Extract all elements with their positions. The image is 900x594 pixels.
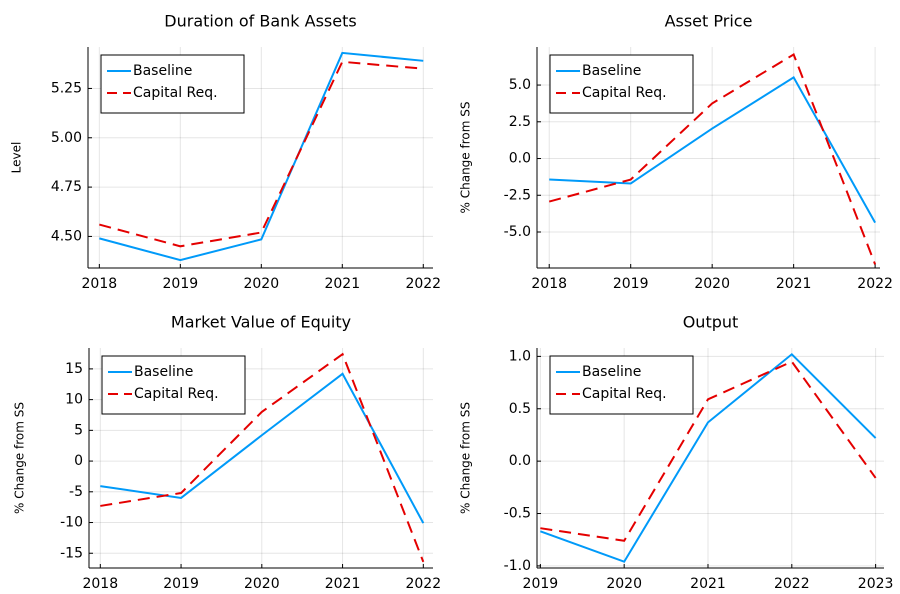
chart-title: Output — [683, 313, 739, 332]
x-tick-label: 2022 — [405, 576, 441, 592]
data-line — [548, 53, 877, 265]
x-tick-label: 2020 — [694, 276, 730, 292]
legend-box — [549, 54, 694, 114]
x-tick-label: 2020 — [244, 576, 280, 592]
chart-title: Market Value of Equity — [171, 313, 351, 332]
x-tick-label: 2018 — [82, 276, 118, 292]
y-tick-label: 4.50 — [51, 228, 82, 244]
x-tick-label: 2021 — [690, 576, 726, 592]
legend-box — [101, 355, 246, 415]
x-tick-label: 2018 — [82, 576, 118, 592]
data-line — [540, 352, 877, 563]
legend-box — [549, 355, 694, 415]
x-tick-label: 2019 — [613, 276, 649, 292]
y-tick-label: 5 — [74, 422, 83, 438]
y-tick-label: -2.5 — [504, 187, 531, 203]
chart-title: Asset Price — [665, 12, 753, 31]
x-tick-label: 2018 — [531, 276, 567, 292]
data-line — [100, 352, 425, 563]
legend-label: Capital Req. — [582, 85, 667, 101]
x-tick-label: 2020 — [606, 576, 642, 592]
legend-label: Baseline — [133, 63, 192, 79]
y-tick-label: 0 — [74, 453, 83, 469]
y-tick-label: -10 — [60, 515, 83, 531]
x-tick-label: 2021 — [324, 276, 360, 292]
legend-label: Baseline — [134, 364, 193, 380]
y-tick-label: 5.00 — [51, 130, 82, 146]
y-axis-label: % Change from SS — [13, 402, 27, 514]
x-tick-label: 2023 — [858, 576, 894, 592]
legend-label: Capital Req. — [134, 386, 219, 402]
y-tick-label: 10 — [65, 392, 83, 408]
y-tick-label: -5 — [69, 484, 83, 500]
chart-title: Duration of Bank Assets — [164, 12, 356, 31]
y-tick-label: -0.5 — [504, 506, 531, 522]
data-line — [540, 360, 877, 542]
y-tick-label: -1.0 — [504, 558, 531, 574]
x-tick-label: 2019 — [163, 276, 199, 292]
y-tick-label: -15 — [60, 545, 83, 561]
y-tick-label: 2.5 — [509, 114, 531, 130]
x-tick-label: 2021 — [325, 576, 361, 592]
y-tick-label: 0.5 — [509, 401, 531, 417]
y-tick-label: 0.0 — [509, 453, 531, 469]
legend-label: Capital Req. — [582, 386, 667, 402]
y-tick-label: 4.75 — [51, 179, 82, 195]
data-line — [99, 60, 424, 248]
x-tick-label: 2020 — [243, 276, 279, 292]
data-line — [99, 51, 424, 262]
x-tick-label: 2019 — [163, 576, 199, 592]
y-tick-label: 0.0 — [509, 151, 531, 167]
legend-box — [100, 54, 245, 114]
y-axis-label: Level — [10, 142, 24, 174]
x-tick-label: 2022 — [857, 276, 893, 292]
y-axis-label: % Change from SS — [459, 102, 473, 214]
y-tick-label: -5.0 — [504, 224, 531, 240]
y-tick-label: 5.25 — [51, 80, 82, 96]
legend-label: Baseline — [582, 63, 641, 79]
y-tick-label: 5.0 — [509, 77, 531, 93]
legend-label: Capital Req. — [133, 85, 218, 101]
y-axis-label: % Change from SS — [459, 402, 473, 514]
y-tick-label: 15 — [65, 361, 83, 377]
x-tick-label: 2022 — [774, 576, 810, 592]
x-tick-label: 2022 — [405, 276, 441, 292]
x-tick-label: 2021 — [776, 276, 812, 292]
y-tick-label: 1.0 — [509, 348, 531, 364]
legend-label: Baseline — [582, 364, 641, 380]
x-tick-label: 2019 — [523, 576, 559, 592]
